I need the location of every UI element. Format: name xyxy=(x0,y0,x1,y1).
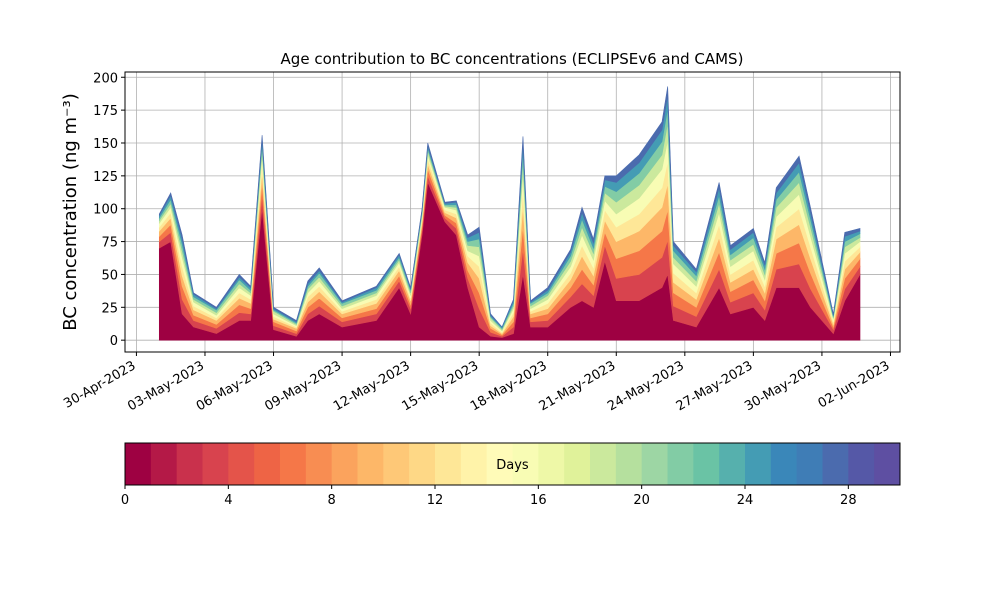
colorbar-swatch xyxy=(512,443,539,485)
colorbar-swatch xyxy=(667,443,694,485)
colorbar-swatch xyxy=(254,443,281,485)
colorbar-swatch xyxy=(796,443,823,485)
colorbar-swatch xyxy=(770,443,798,485)
y-tick-label: 175 xyxy=(93,104,118,119)
colorbar-swatch xyxy=(822,443,849,485)
colorbar-tick-label: 8 xyxy=(328,493,336,508)
y-tick-label: 100 xyxy=(93,203,118,218)
x-tick-label: 18-May-2023 xyxy=(468,358,550,414)
y-tick-label: 200 xyxy=(93,71,118,86)
colorbar-tick-label: 24 xyxy=(737,493,754,508)
colorbar-swatch xyxy=(460,443,488,485)
colorbar-swatch xyxy=(202,443,229,485)
area-layer xyxy=(158,86,861,328)
colorbar-frame xyxy=(124,442,901,486)
x-tick-label: 24-May-2023 xyxy=(605,358,687,414)
colorbar-tick-label: 28 xyxy=(840,493,857,508)
colorbar-swatch xyxy=(719,443,746,485)
colorbar-label: Days xyxy=(496,458,529,473)
y-axis-label: BC concentration (ng m⁻³) xyxy=(60,93,81,331)
colorbar-swatch xyxy=(125,443,152,485)
x-tick-label: 12-May-2023 xyxy=(331,358,413,414)
colorbar-swatch xyxy=(538,443,565,485)
colorbar-swatch xyxy=(331,443,358,485)
colorbar-swatch xyxy=(745,443,772,485)
x-tick-label: 03-May-2023 xyxy=(125,358,207,414)
colorbar-swatch xyxy=(150,443,178,485)
colorbar-tick-label: 4 xyxy=(224,493,232,508)
x-tick-label: 27-May-2023 xyxy=(674,358,756,414)
y-tick-label: 50 xyxy=(101,268,118,283)
x-tick-label: 21-May-2023 xyxy=(537,358,619,414)
x-tick-label: 15-May-2023 xyxy=(399,358,481,414)
colorbar-swatch xyxy=(874,443,901,485)
y-tick-label: 75 xyxy=(101,236,118,251)
colorbar-swatch xyxy=(693,443,720,485)
y-tick-label: 0 xyxy=(110,334,118,349)
x-tick-label: 02-Jun-2023 xyxy=(816,358,893,411)
colorbar-swatch xyxy=(615,443,643,485)
x-tick-label: 06-May-2023 xyxy=(194,358,276,414)
y-tick-label: 25 xyxy=(101,301,118,316)
y-tick-label: 125 xyxy=(93,170,118,185)
colorbar-tick-label: 20 xyxy=(633,493,650,508)
colorbar-swatch xyxy=(383,443,410,485)
colorbar-swatch xyxy=(409,443,436,485)
colorbar-swatch xyxy=(848,443,875,485)
colorbar-swatch xyxy=(641,443,668,485)
colorbar-swatch xyxy=(435,443,462,485)
x-tick-label: 30-May-2023 xyxy=(742,358,824,414)
colorbar-swatch xyxy=(176,443,203,485)
colorbar-tick-label: 0 xyxy=(121,493,129,508)
colorbar-swatch xyxy=(564,443,591,485)
colorbar-tick-label: 12 xyxy=(427,493,444,508)
colorbar-swatch xyxy=(357,443,384,485)
chart-title: Age contribution to BC concentrations (E… xyxy=(281,50,744,68)
y-tick-label: 150 xyxy=(93,137,118,152)
colorbar-swatch xyxy=(280,443,307,485)
colorbar-swatch xyxy=(228,443,255,485)
plot-frame xyxy=(124,71,901,353)
colorbar-swatch xyxy=(590,443,617,485)
colorbar-swatch xyxy=(486,443,513,485)
colorbar-tick-label: 16 xyxy=(530,493,547,508)
x-tick-label: 09-May-2023 xyxy=(262,358,344,414)
colorbar-swatch xyxy=(305,443,333,485)
